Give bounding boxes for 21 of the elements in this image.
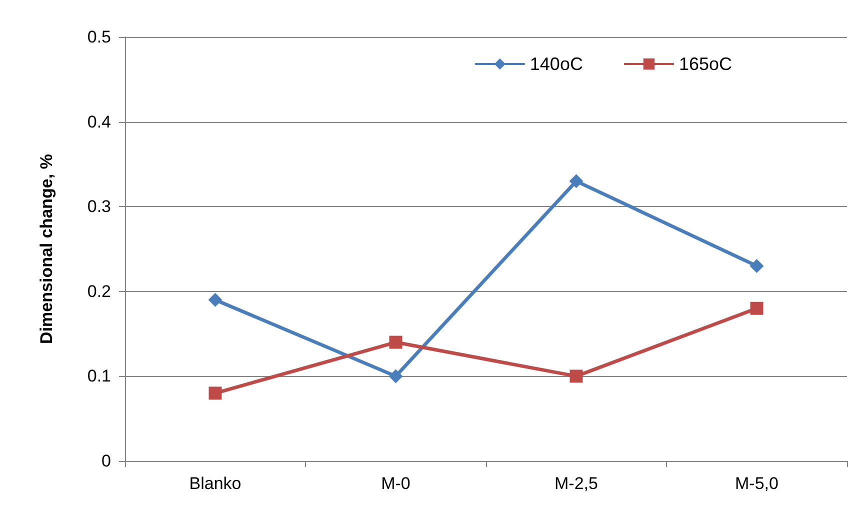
point — [570, 370, 583, 383]
point — [750, 258, 764, 273]
y-tick-label: 0.4 — [87, 112, 111, 132]
legend-label: 140oC — [530, 54, 583, 74]
point — [569, 174, 584, 188]
point — [750, 302, 764, 315]
point — [208, 386, 222, 400]
x-tick-label: M-0 — [381, 474, 410, 493]
x-tick-label: M-2,5 — [554, 474, 598, 493]
legend-label: 165oC — [678, 54, 732, 74]
point — [389, 336, 402, 349]
y-tick-label: 0.1 — [87, 366, 111, 386]
y-tick-label: 0.2 — [87, 282, 111, 301]
y-tick-label: 0.5 — [87, 28, 111, 46]
y-tick-label: 0 — [102, 452, 111, 470]
y-axis-title: Dimensional change, % — [37, 154, 56, 344]
y-tick-label: 0.3 — [87, 197, 111, 216]
point — [388, 369, 403, 384]
x-tick-label: M-5,0 — [735, 474, 778, 493]
point — [208, 292, 222, 307]
x-tick-label: Blanko — [189, 474, 242, 493]
